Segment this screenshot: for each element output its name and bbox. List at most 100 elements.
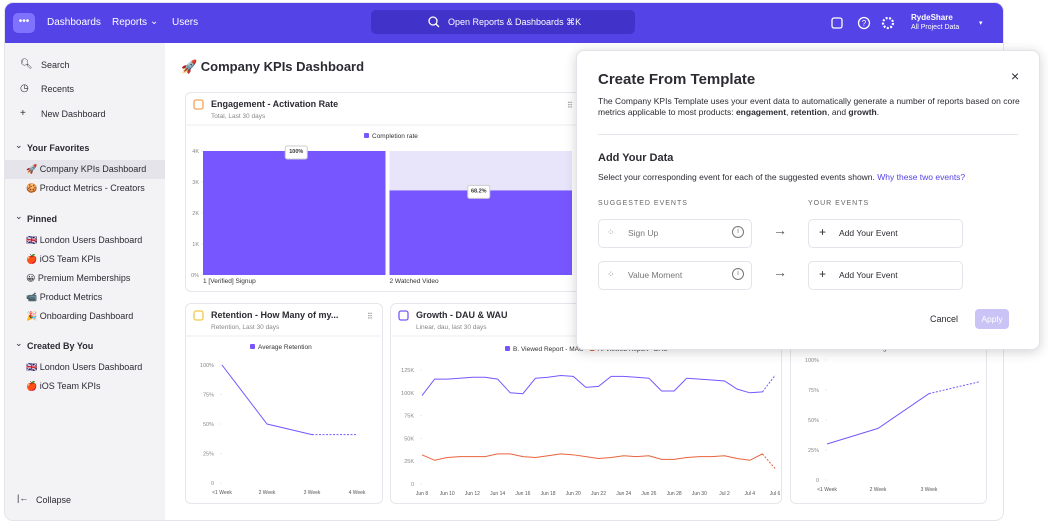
y-tick-label: 2K xyxy=(192,211,199,217)
y-tick-label: 3K xyxy=(192,180,199,186)
template-modal: Create From Template × The Company KPIs … xyxy=(576,50,1040,350)
section-title[interactable]: Pinned xyxy=(27,214,58,224)
card-title: Retention - How Many of my... xyxy=(211,310,338,320)
x-tick-label: Jun 24 xyxy=(616,491,631,497)
arrow: → xyxy=(773,264,787,280)
side-item[interactable]: 🍪 Product Metrics - Creators xyxy=(26,183,145,193)
x-tick-label: <1 Week xyxy=(817,487,837,493)
db-icon[interactable] xyxy=(831,17,843,29)
project-caret[interactable]: ▾ xyxy=(979,20,983,27)
side-item[interactable]: 🍎 iOS Team KPIs xyxy=(26,254,101,264)
top-bar: ••• Dashboards Reports ⌄ Users Open Repo… xyxy=(5,3,1003,43)
help-glyph: ? xyxy=(862,19,867,28)
apply-button[interactable]: Apply xyxy=(975,309,1009,329)
legend-swatch xyxy=(364,133,369,138)
card-icon xyxy=(193,310,204,321)
side-item[interactable]: Recents xyxy=(41,84,75,94)
side-item[interactable]: 🚀 Company KPIs Dashboard xyxy=(5,160,165,179)
side-item[interactable]: 🎉 Onboarding Dashboard xyxy=(26,311,134,321)
x-tick-label: Jun 12 xyxy=(465,491,480,497)
card-subtitle: Total, Last 30 days xyxy=(211,113,266,120)
section-title: Add Your Data xyxy=(598,152,674,164)
collapse[interactable]: Collapse xyxy=(36,495,72,505)
card-menu: ⠿ xyxy=(567,101,573,110)
modal-title: Create From Template xyxy=(598,71,756,88)
y-tick-label: 4K xyxy=(192,149,199,155)
section-title[interactable]: Your Favorites xyxy=(27,143,90,153)
x-tick-label: 3 Week xyxy=(921,487,938,493)
x-tick-label: <1 Week xyxy=(212,490,232,496)
search-box[interactable]: Open Reports & Dashboards ⌘K xyxy=(371,10,635,34)
x-tick-label: Jun 28 xyxy=(667,491,682,497)
chevron: ⌄ xyxy=(15,338,23,348)
y-tick-label: 75K xyxy=(404,414,414,420)
side-item[interactable]: 🇬🇧 London Users Dashboard xyxy=(26,362,143,372)
card-title: Growth - DAU & WAU xyxy=(416,310,508,320)
side-item[interactable]: New Dashboard xyxy=(41,109,106,119)
x-tick-label: Jun 16 xyxy=(515,491,530,497)
x-tick-label: 2 Week xyxy=(259,490,276,496)
y-tick-label: 50K xyxy=(404,436,414,442)
info-icon[interactable]: i xyxy=(732,268,744,280)
suggested-header: SUGGESTED EVENTS xyxy=(598,200,688,207)
y-tick-label: 0 xyxy=(411,482,414,488)
nav-reports[interactable]: Reports xyxy=(112,17,148,28)
side-item[interactable]: 🇬🇧 London Users Dashboard xyxy=(26,235,143,245)
suggested-event: ⁘ Value Moment i xyxy=(598,261,752,290)
y-tick-label: 25K xyxy=(404,459,414,465)
settings-icon[interactable] xyxy=(881,16,895,30)
nav-dashboards[interactable]: Dashboards xyxy=(47,17,101,28)
bar xyxy=(389,190,572,275)
nav-users[interactable]: Users xyxy=(172,17,199,28)
dashboard-title: 🚀 Company KPIs Dashboard xyxy=(181,59,365,74)
x-tick-label: Jun 20 xyxy=(566,491,581,497)
close-button[interactable]: × xyxy=(1011,68,1020,84)
x-tick-label: Jun 26 xyxy=(641,491,656,497)
side-item[interactable]: 🍎 iOS Team KPIs xyxy=(26,381,101,391)
side-item[interactable]: 😀 Premium Memberships xyxy=(26,273,131,283)
side-item[interactable]: 📹 Product Metrics xyxy=(26,292,103,302)
y-tick-label: 25% xyxy=(203,452,214,458)
info-icon[interactable]: i xyxy=(732,226,744,238)
chevron: ⌄ xyxy=(15,140,23,150)
modal-description: The Company KPIs Template uses your even… xyxy=(598,96,1023,118)
legend-swatch xyxy=(250,344,255,349)
x-tick-label: 4 Week xyxy=(349,490,366,496)
x-tick-label: Jun 10 xyxy=(440,491,455,497)
event-name: Value Moment xyxy=(628,270,683,280)
value-label-box xyxy=(284,145,308,160)
card-title: Engagement - Activation Rate xyxy=(211,99,338,109)
add-label[interactable]: Add Your Event xyxy=(839,270,898,280)
collapse-icon: |← xyxy=(17,493,29,503)
add-label[interactable]: Add Your Event xyxy=(839,228,898,238)
suggested-event: ⁘ Sign Up i xyxy=(598,219,752,248)
incomplete-mask xyxy=(762,453,776,470)
add-event[interactable]: + Add Your Event xyxy=(808,219,963,248)
add-event[interactable]: + Add Your Event xyxy=(808,261,963,290)
help-icon[interactable] xyxy=(857,16,871,30)
card-icon xyxy=(398,310,409,321)
sidebar: 🔍︎ Search ◷ Recents + New Dashboard ⌄ Your Favo… xyxy=(5,43,165,520)
y-tick-label: 1K xyxy=(192,242,199,248)
y-tick-label: 0 xyxy=(211,481,214,487)
logo[interactable]: ••• xyxy=(13,13,35,33)
y-tick-label: 75% xyxy=(203,393,214,399)
card-subtitle: Retention, Last 30 days xyxy=(211,324,280,331)
desc-bold: retention xyxy=(790,107,828,117)
legend-swatch xyxy=(505,346,510,351)
instruction: Select your corresponding event for each… xyxy=(598,172,965,182)
your-header: YOUR EVENTS xyxy=(808,200,870,207)
event-icon: ⁘ xyxy=(607,227,615,237)
line-series xyxy=(421,374,776,396)
section-title[interactable]: Created By You xyxy=(27,341,94,351)
project-name[interactable]: RydeShare xyxy=(911,13,953,22)
y-tick-label: 25% xyxy=(808,448,819,454)
desc-text: , xyxy=(786,107,791,117)
help-link[interactable]: Why these two events? xyxy=(877,172,966,182)
cancel-button[interactable]: Cancel xyxy=(930,314,959,324)
x-tick-label: 3 Week xyxy=(304,490,321,496)
side-item[interactable]: Search xyxy=(41,60,70,70)
legend-label: Completion rate xyxy=(372,133,418,140)
y-tick-label: 50% xyxy=(203,422,214,428)
